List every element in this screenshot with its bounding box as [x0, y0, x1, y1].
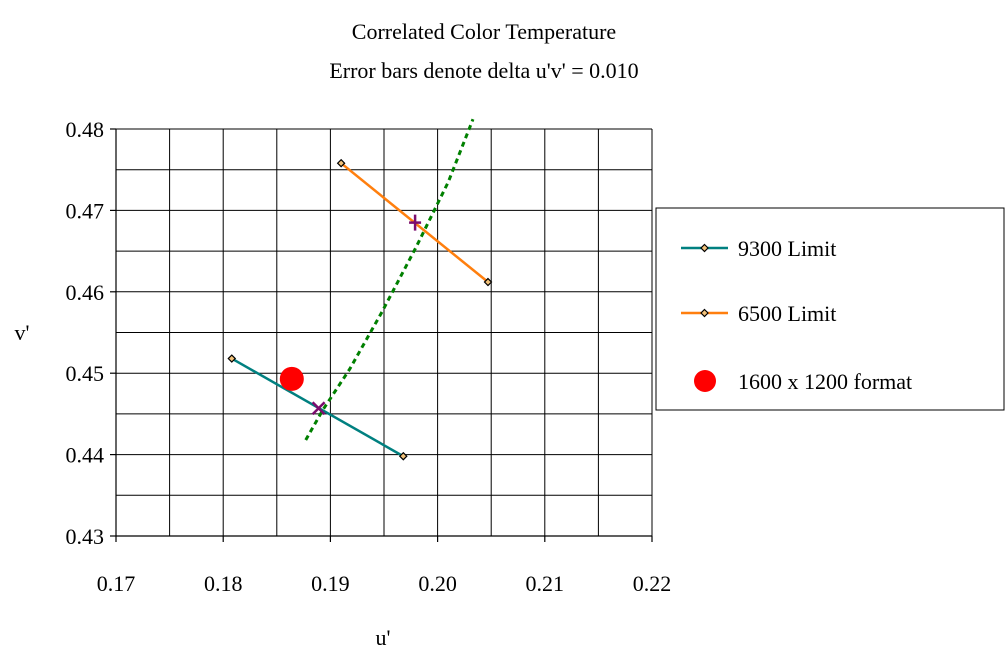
- x-tick-label: 0.19: [311, 571, 350, 596]
- y-tick-label: 0.43: [66, 524, 105, 549]
- chart-title: Correlated Color Temperature: [352, 19, 616, 44]
- legend-marker: [700, 243, 709, 253]
- y-tick-label: 0.46: [66, 280, 105, 305]
- x-axis-label: u': [376, 625, 391, 650]
- legend-marker: [700, 308, 709, 318]
- format-point: [279, 366, 304, 391]
- legend-label: 9300 Limit: [738, 236, 836, 261]
- planckian-locus: [304, 118, 475, 441]
- legend-label: 1600 x 1200 format: [738, 369, 912, 394]
- data-point: [227, 354, 237, 363]
- legend: 9300 Limit 6500 Limit 1600 x 1200 format: [655, 207, 1005, 411]
- data-point: [483, 277, 493, 287]
- x-tick-label: 0.20: [418, 571, 457, 596]
- center-marker-x: [311, 401, 326, 416]
- y-tick-label: 0.47: [66, 198, 105, 223]
- y-axis-label: v': [15, 320, 30, 345]
- plot-area: 0.43 0.44 0.45 0.46 0.47 0.48 0.17 0.18 0.19 0.20…: [66, 117, 672, 596]
- data-point: [336, 158, 346, 168]
- legend-swatch: [694, 370, 716, 392]
- chart-subtitle: Error bars denote delta u'v' = 0.010: [329, 58, 638, 83]
- y-tick-label: 0.44: [66, 443, 105, 468]
- x-tick-label: 0.18: [204, 571, 243, 596]
- x-tick-label: 0.22: [633, 571, 672, 596]
- legend-label: 6500 Limit: [738, 301, 836, 326]
- x-tick-label: 0.17: [97, 571, 136, 596]
- y-tick-label: 0.48: [66, 117, 105, 142]
- y-tick-label: 0.45: [66, 361, 105, 386]
- x-tick-label: 0.21: [526, 571, 565, 596]
- data-point: [398, 451, 408, 461]
